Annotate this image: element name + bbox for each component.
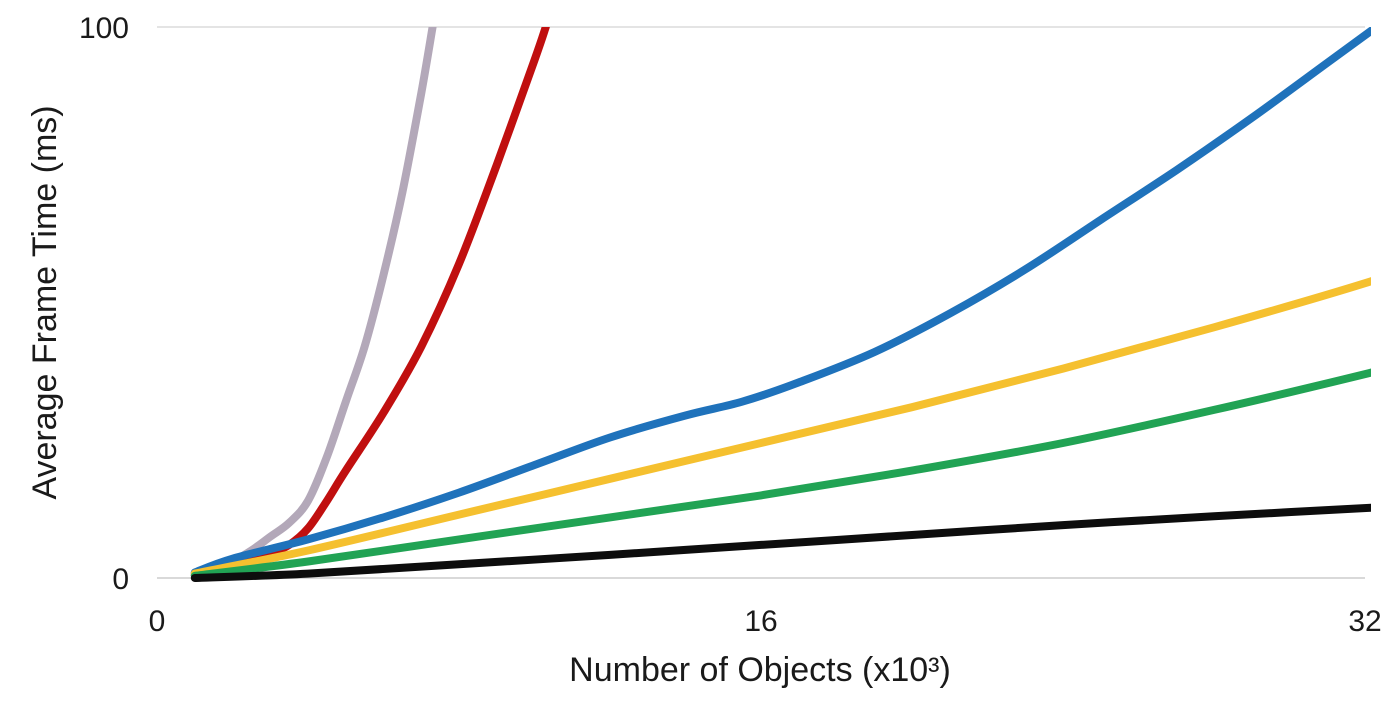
x-tick-label: 32 xyxy=(1348,605,1381,638)
series-line-4 xyxy=(190,277,1371,578)
tick-layer: 0 16 32 0 100 xyxy=(79,12,1382,638)
x-tick-label: 0 xyxy=(149,605,166,638)
y-axis-title: Average Frame Time (ms) xyxy=(26,105,64,499)
x-axis-title: Number of Objects (x10³) xyxy=(569,651,951,689)
series-layer xyxy=(190,27,1371,582)
series-line-2 xyxy=(190,27,550,580)
y-tick-label: 100 xyxy=(79,12,129,45)
y-tick-label: 0 xyxy=(112,563,129,596)
series-line-1 xyxy=(190,27,437,578)
series-line-6 xyxy=(190,503,1371,582)
x-tick-label: 16 xyxy=(744,605,777,638)
series-line-3 xyxy=(190,27,1371,577)
series-line-5 xyxy=(190,368,1371,580)
